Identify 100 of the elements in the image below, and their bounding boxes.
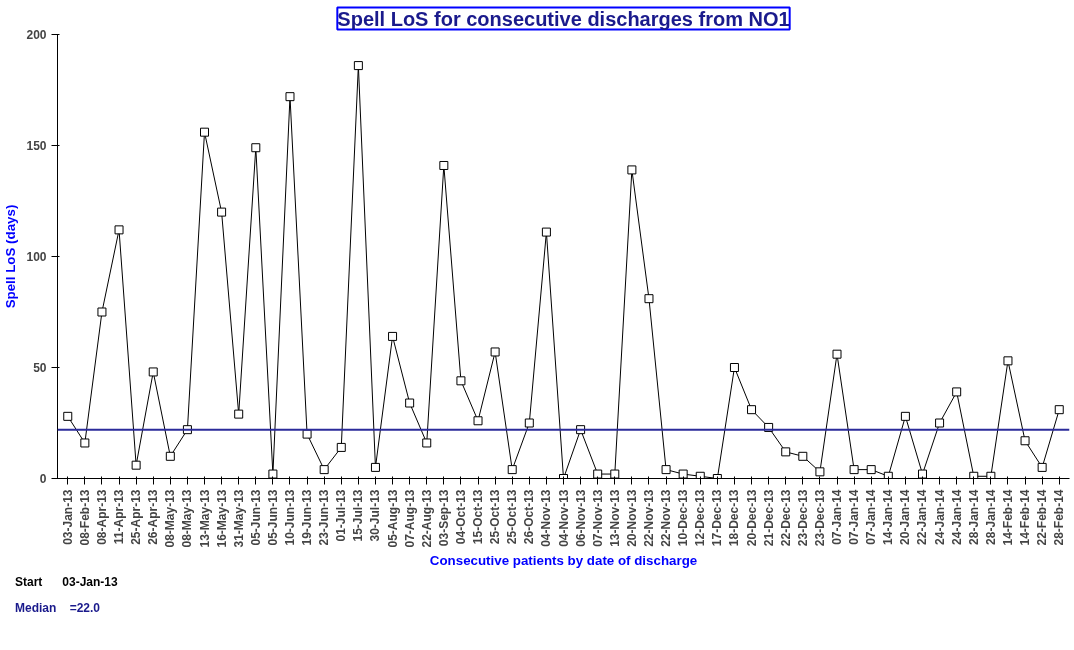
x-tick-label: 22-Feb-14 (1035, 489, 1050, 546)
x-tick-label: 18-Dec-13 (727, 489, 742, 547)
x-tick-label: 20-Dec-13 (744, 489, 759, 547)
text: Start 03-Jan-13 (15, 575, 118, 589)
point (917, 469, 927, 479)
x-tick-label: 07-Aug-13 (402, 489, 417, 548)
x-tick-label: 01-Jul-13 (334, 489, 349, 542)
x-axis-title: Consecutive patients by date of discharge (429, 552, 698, 568)
x-tick-label: 04-Oct-13 (453, 489, 468, 545)
point (251, 143, 261, 153)
x-tick-label: 23-Dec-13 (795, 489, 810, 547)
point (866, 465, 876, 475)
point (370, 462, 380, 472)
x-tick-label: 25-Oct-13 (505, 489, 520, 545)
point (63, 411, 73, 421)
x-tick-label: 22-Aug-13 (419, 489, 434, 548)
point (524, 418, 534, 428)
point (131, 460, 141, 470)
x-tick-label: 13-May-13 (197, 489, 212, 548)
point (541, 227, 551, 237)
x-tick-label: 28-Jan-14 (966, 489, 981, 545)
y-tick-label: 0 (39, 472, 47, 486)
point (952, 387, 962, 397)
point (1020, 436, 1030, 446)
point (661, 465, 671, 475)
x-tick-label: 14-Jan-14 (881, 489, 896, 545)
x-tick-label: 10-Dec-13 (676, 489, 691, 547)
x-tick-label: 07-Jan-14 (847, 489, 862, 545)
point (439, 160, 449, 170)
point (490, 347, 500, 357)
x-tick-label: 24-Jan-14 (949, 489, 964, 545)
x-tick-label: 05-Jun-13 (265, 489, 280, 546)
point (986, 471, 996, 479)
x-tick-label: 10-Jun-13 (282, 489, 297, 546)
x-tick-label: 22-Dec-13 (778, 489, 793, 547)
x-tick-label: 07-Jan-14 (864, 489, 879, 545)
point (1054, 405, 1064, 415)
x-tick-label: 23-Jun-13 (317, 489, 332, 546)
text: Median =22.0 (15, 601, 102, 615)
x-tick-label: 05-Jun-13 (248, 489, 263, 546)
x-tick-label: 04-Nov-13 (539, 489, 554, 547)
x-tick-label: 28-Feb-14 (1052, 489, 1067, 546)
x-tick-label: 20-Jan-14 (898, 489, 913, 545)
x-tick-label: 21-Dec-13 (761, 489, 776, 547)
point (285, 92, 295, 102)
point (97, 307, 107, 317)
point (268, 469, 278, 479)
x-tick-label: 28-Jan-14 (983, 489, 998, 545)
point (217, 207, 227, 217)
point (849, 465, 859, 475)
x-tick-label: 13-Nov-13 (607, 489, 622, 547)
y-tick-label: 100 (26, 250, 47, 264)
x-tick-label: 23-Dec-13 (812, 489, 827, 547)
x-tick-label: 25-Apr-13 (129, 489, 144, 545)
point (165, 451, 175, 461)
point (1037, 462, 1047, 472)
x-tick-label: 16-May-13 (214, 489, 229, 548)
x-tick-label: 03-Jan-13 (60, 489, 75, 545)
x-tick-label: 08-May-13 (163, 489, 178, 548)
y-axis-title: Spell LoS (days) (3, 204, 19, 309)
x-tick-label: 25-Oct-13 (488, 489, 503, 545)
x-tick-label: 15-Oct-13 (471, 489, 486, 545)
x-tick-label: 17-Dec-13 (710, 489, 725, 547)
x-tick-label: 30-Jul-13 (368, 489, 383, 542)
x-tick-label: 14-Feb-14 (1018, 489, 1033, 546)
point (593, 469, 603, 479)
point (507, 465, 517, 475)
y-tick-label: 200 (26, 28, 47, 42)
point (473, 416, 483, 426)
x-tick-label: 08-May-13 (180, 489, 195, 548)
point (456, 376, 466, 386)
point (900, 411, 910, 421)
x-tick-label: 26-Apr-13 (146, 489, 161, 545)
x-tick-label: 03-Sep-13 (436, 489, 451, 547)
x-tick-label: 22-Nov-13 (641, 489, 656, 547)
point (80, 438, 90, 448)
x-tick-label: 07-Nov-13 (590, 489, 605, 547)
point (148, 367, 158, 377)
x-tick-label: 05-Aug-13 (385, 489, 400, 548)
point (781, 447, 791, 457)
y-tick-label: 50 (33, 361, 47, 375)
x-tick-label: 22-Nov-13 (659, 489, 674, 547)
point (935, 418, 945, 428)
x-tick-label: 26-Oct-13 (522, 489, 537, 545)
point (747, 405, 757, 415)
point (422, 438, 432, 448)
x-tick-label: 06-Nov-13 (573, 489, 588, 547)
point (798, 451, 808, 461)
point (319, 465, 329, 475)
point (678, 469, 688, 479)
x-tick-label: 22-Jan-14 (915, 489, 930, 545)
x-tick-label: 19-Jun-13 (300, 489, 315, 546)
point (832, 349, 842, 359)
x-tick-label: 08-Apr-13 (94, 489, 109, 545)
point (1003, 356, 1013, 366)
x-tick-label: 04-Nov-13 (556, 489, 571, 547)
x-tick-label: 14-Feb-14 (1000, 489, 1015, 546)
point (815, 467, 825, 477)
point (627, 165, 637, 175)
x-tick-label: 24-Jan-14 (932, 489, 947, 545)
